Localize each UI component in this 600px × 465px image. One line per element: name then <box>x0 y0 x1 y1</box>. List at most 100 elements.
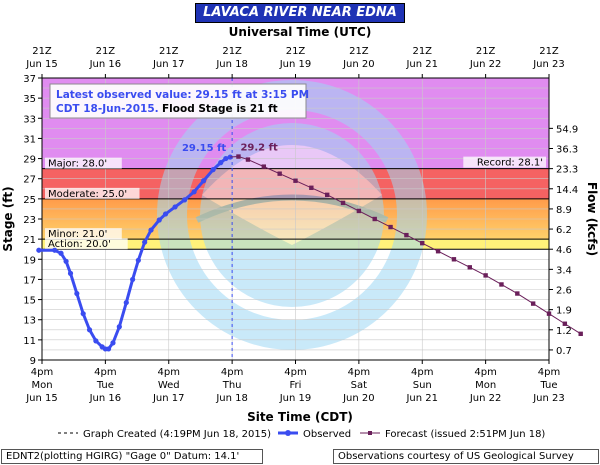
observed-point <box>142 239 148 245</box>
top-tick-date: Jun 17 <box>152 59 185 70</box>
forecast-point <box>404 232 409 238</box>
bottom-tick-time: 4pm <box>94 367 116 378</box>
left-tick-label: 19 <box>23 255 36 266</box>
bottom-tick-day: Wed <box>158 380 180 391</box>
observed-point <box>181 197 188 203</box>
left-tick-label: 27 <box>23 175 36 186</box>
left-tick-label: 23 <box>23 215 36 226</box>
bottom-tick-time: 4pm <box>221 367 243 378</box>
bottom-tick-day: Sun <box>413 380 432 391</box>
top-tick-date: Jun 23 <box>532 59 565 70</box>
bottom-tick-date: Jun 19 <box>279 393 312 404</box>
bottom-tick-time: 4pm <box>411 367 433 378</box>
right-tick-label: 2.6 <box>556 286 572 297</box>
threshold-label-moderate: Moderate: 25.0' <box>48 189 127 200</box>
top-tick-date: Jun 20 <box>342 59 375 70</box>
bottom-tick-date: Jun 21 <box>405 393 438 404</box>
left-tick-label: 29 <box>23 155 36 166</box>
observed-point <box>93 338 99 344</box>
top-tick-date: Jun 19 <box>279 59 312 70</box>
right-tick-label: 8.9 <box>556 205 572 216</box>
observed-point <box>148 227 154 233</box>
bottom-tick-day: Fri <box>290 380 302 391</box>
record-label: Record: 28.1' <box>477 158 543 169</box>
observed-point <box>123 299 129 306</box>
observed-point <box>218 160 224 166</box>
bottom-tick-time: 4pm <box>348 367 370 378</box>
left-tick-label: 9 <box>30 356 36 367</box>
left-axis-title: Stage (ft) <box>1 186 15 251</box>
threshold-label-bg <box>45 228 122 240</box>
top-axis: 21Z Jun 15 21Z Jun 16 21Z Jun 17 21Z Jun 18 21Z J… <box>25 46 565 78</box>
bottom-tick-day: Sat <box>351 380 367 391</box>
bottom-tick-date: Jun 22 <box>469 393 502 404</box>
forecast-point <box>372 216 377 222</box>
observed-point <box>116 324 122 330</box>
series-layer: 29.15 ft 29.2 ft <box>36 143 583 352</box>
left-tick-label: 37 <box>23 74 36 85</box>
observed-point <box>67 270 74 276</box>
top-tick-date: Jun 18 <box>215 59 248 70</box>
forecast-point <box>530 301 536 306</box>
legend-created-label: Graph Created (4:19PM Jun 18, 2015) <box>83 429 271 440</box>
observed-point <box>63 258 69 264</box>
footer-credit: Observations courtesy of US Geological S… <box>333 449 599 464</box>
top-tick-date: Jun 21 <box>405 59 438 70</box>
bottom-tick-day: Tue <box>96 380 114 391</box>
bottom-tick-date: Jun 18 <box>215 393 248 404</box>
logo-wave <box>195 194 389 223</box>
top-tick-label: 21Z <box>222 46 242 57</box>
observed-point <box>58 250 64 256</box>
bottom-tick-day: Mon <box>31 380 52 391</box>
top-axis-title: Universal Time (UTC) <box>229 25 372 39</box>
left-tick-label: 17 <box>23 275 36 286</box>
observed-peak-label: 29.15 ft <box>182 143 226 154</box>
info-line2-flood: Flood Stage is 21 ft <box>162 103 278 115</box>
threshold-label-major: Major: 28.0' <box>48 159 107 170</box>
forecast-point <box>356 208 362 214</box>
bottom-tick-day: Mon <box>475 380 496 391</box>
chart-title: LAVACA RIVER NEAR EDNA <box>195 3 405 23</box>
forecast-point <box>340 200 346 206</box>
left-tick-label: 31 <box>23 134 36 145</box>
bottom-tick-date: Jun 15 <box>25 393 58 404</box>
info-line1: Latest observed value: 29.15 ft at 3:15 … <box>56 89 309 101</box>
top-tick-label: 21Z <box>476 46 496 57</box>
top-tick-label: 21Z <box>539 46 559 57</box>
bottom-tick-day: Tue <box>539 380 557 391</box>
right-tick-label: 14.4 <box>556 185 578 196</box>
forecast-point <box>324 192 330 198</box>
top-tick-label: 21Z <box>96 46 116 57</box>
left-tick-label: 25 <box>23 195 36 206</box>
forecast-point <box>420 240 425 246</box>
footer-datum: EDNT2(plotting HGIRG) "Gage 0" Datum: 14… <box>1 449 263 464</box>
top-tick-label: 21Z <box>286 46 306 57</box>
forecast-point <box>388 224 393 230</box>
legend-forecast-marker <box>368 431 372 435</box>
forecast-point <box>451 257 457 262</box>
forecast-point <box>435 249 441 254</box>
noaa-watermark-logo <box>157 80 427 350</box>
info-line2-date: CDT 18-Jun-2015. <box>56 103 159 115</box>
legend-observed-label: Observed <box>303 429 351 440</box>
forecast-point <box>245 157 251 162</box>
observed-point <box>80 311 86 317</box>
observed-point <box>36 247 42 253</box>
bottom-tick-date: Jun 23 <box>532 393 565 404</box>
threshold-label-bg <box>45 157 122 169</box>
observed-point <box>156 217 162 223</box>
left-tick-label: 11 <box>23 336 36 347</box>
top-tick-label: 21Z <box>32 46 52 57</box>
observed-point <box>74 290 80 297</box>
left-tick-label: 15 <box>23 296 36 307</box>
observed-point <box>162 211 169 217</box>
forecast-point <box>483 273 488 278</box>
bottom-tick-time: 4pm <box>284 367 306 378</box>
forecast-point <box>277 171 282 176</box>
observed-point <box>52 247 58 253</box>
forecast-peak-label: 29.2 ft <box>240 143 278 154</box>
top-tick-label: 21Z <box>349 46 369 57</box>
bottom-tick-date: Jun 20 <box>342 393 375 404</box>
right-tick-label: 1.9 <box>556 306 572 317</box>
bottom-tick-time: 4pm <box>474 367 496 378</box>
